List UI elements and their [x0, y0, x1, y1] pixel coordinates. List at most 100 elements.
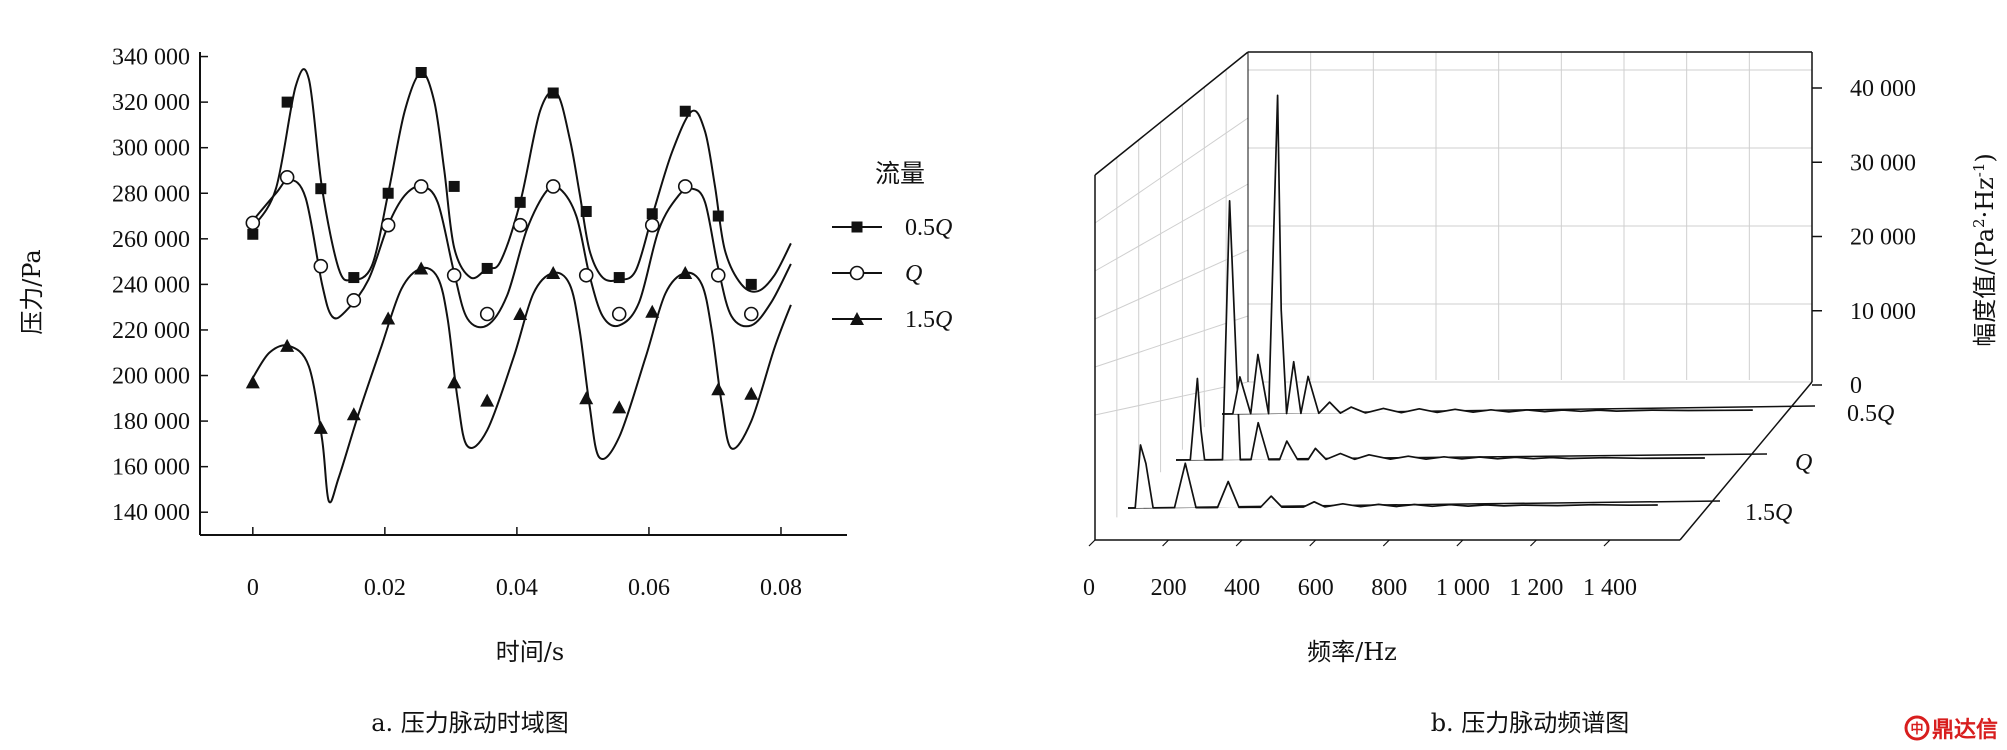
a-legend-label-var: Q: [905, 261, 922, 287]
b-x-tick-label: 600: [1298, 575, 1334, 601]
b-z-axis-ticks: 0 10 000 20 000 30 000 40 000: [1812, 76, 1916, 399]
a-x-tick-label: 0.02: [364, 575, 406, 601]
a-y-tick-label: 160 000: [112, 455, 190, 481]
b-z-tick-label: 10 000: [1850, 299, 1916, 325]
b-series-label-prefix: 1.5: [1745, 500, 1775, 526]
a-series-marker: [348, 272, 360, 284]
a-series-marker: [315, 183, 327, 195]
a-legend-label: Q: [905, 261, 922, 287]
b-frame-line: [1094, 51, 1249, 176]
a-series-marker: [546, 265, 561, 279]
b-grid-line: [1094, 315, 1249, 368]
a-x-tick-label: 0.08: [760, 575, 802, 601]
b-z-axis-label-part: ·Hz: [1971, 177, 1999, 218]
b-x-tick-label: 1 400: [1583, 575, 1637, 601]
b-grid-line: [1094, 381, 1249, 416]
b-grid-line: [1094, 117, 1249, 224]
b-x-axis-ticks: 0 200 400 600 800 1 000 1 200 1 400: [1083, 539, 1637, 601]
a-y-tick-label: 200 000: [112, 364, 190, 390]
a-legend-label: 1.5Q: [905, 307, 952, 333]
b-x-tick: [1088, 539, 1096, 547]
a-series-marker: [480, 393, 495, 407]
time-domain-chart: 140 000 160 000 180 000 200 000 220 000 240 0…: [18, 45, 952, 737]
a-series-marker: [514, 196, 526, 208]
a-y-tick-label: 140 000: [112, 500, 190, 526]
a-series-marker: [380, 217, 396, 233]
b-x-tick-label: 1 000: [1436, 575, 1490, 601]
a-legend-label-prefix: 1.5: [905, 307, 935, 333]
a-series-marker: [446, 267, 462, 283]
a-series-marker: [513, 307, 528, 321]
a-series-marker: [247, 228, 259, 240]
b-x-tick-label: 1 200: [1509, 575, 1563, 601]
b-x-tick-label: 200: [1151, 575, 1187, 601]
a-x-axis-label: 时间/s: [496, 638, 564, 666]
a-series-marker: [644, 217, 660, 233]
b-series-label-prefix: 0.5: [1847, 401, 1877, 427]
a-series-marker: [547, 87, 559, 99]
a-series-0: [247, 67, 792, 293]
a-y-tick-label: 260 000: [112, 227, 190, 253]
b-grid-line: [1094, 183, 1249, 272]
a-series-marker: [279, 170, 295, 185]
a-series-marker: [646, 208, 658, 220]
b-series-line: [1128, 444, 1658, 509]
b-series-label-var: Q: [1877, 401, 1894, 427]
b-z-axis-label-part: 幅度值/(Pa: [1971, 228, 1999, 347]
b-series-label: Q: [1795, 450, 1812, 476]
a-series-marker: [744, 386, 759, 400]
b-series-0: [1127, 444, 1721, 509]
watermark-logo-icon: [1904, 715, 1930, 741]
a-series-marker: [677, 179, 693, 194]
a-y-tick-label: 180 000: [112, 409, 190, 435]
a-x-axis-ticks: 0 0.02 0.04 0.06 0.08: [247, 527, 802, 601]
b-z-tick-label: 40 000: [1850, 76, 1916, 102]
b-grid-line: [1094, 249, 1249, 320]
a-legend-marker: [850, 312, 864, 325]
b-z-tick-label: 20 000: [1850, 225, 1916, 251]
b-x-tick: [1382, 539, 1390, 547]
b-series-label-var: Q: [1795, 450, 1812, 476]
b-caption: b. 压力脉动频谱图: [1431, 709, 1630, 737]
a-legend-marker: [851, 221, 863, 233]
b-x-tick: [1603, 539, 1611, 547]
a-series-marker: [313, 258, 329, 274]
b-series-line: [1175, 199, 1705, 461]
a-series-marker: [645, 304, 660, 318]
a-caption: a. 压力脉动时域图: [371, 709, 569, 737]
a-series-marker: [346, 293, 362, 308]
a-series-marker: [579, 391, 594, 405]
b-z-axis-label-sup: -1: [1970, 163, 1988, 178]
a-series-marker: [245, 215, 261, 231]
a-series-marker: [479, 306, 495, 322]
a-series-marker: [346, 407, 361, 421]
b-x-tick-label: 800: [1371, 575, 1407, 601]
a-series-line: [251, 266, 792, 504]
b-series-label-var: Q: [1775, 500, 1792, 526]
a-series-group: [245, 67, 792, 504]
a-series-marker: [611, 306, 627, 322]
a-series-marker: [281, 96, 293, 108]
a-y-tick-label: 300 000: [112, 136, 190, 162]
a-series-marker: [512, 217, 528, 233]
b-series-1: [1175, 199, 1768, 461]
a-series-marker: [245, 375, 260, 389]
b-series-2: [1221, 94, 1816, 415]
a-series-marker: [578, 267, 594, 283]
a-x-tick-label: 0: [247, 575, 259, 601]
b-series-label: 0.5Q: [1847, 401, 1894, 427]
a-series-marker: [413, 179, 429, 194]
b-x-tick: [1530, 539, 1537, 547]
a-series-marker: [545, 179, 561, 194]
a-x-tick-label: 0.06: [628, 575, 670, 601]
a-series-line: [252, 178, 792, 329]
a-series-line: [251, 68, 792, 293]
a-y-tick-label: 280 000: [112, 181, 190, 207]
a-series-marker: [448, 180, 460, 192]
b-x-tick-label: 0: [1083, 575, 1095, 601]
a-y-axis-label: 压力/Pa: [18, 249, 46, 334]
b-x-tick: [1162, 539, 1169, 547]
a-x-tick-label: 0.04: [496, 575, 538, 601]
a-series-marker: [382, 187, 394, 199]
